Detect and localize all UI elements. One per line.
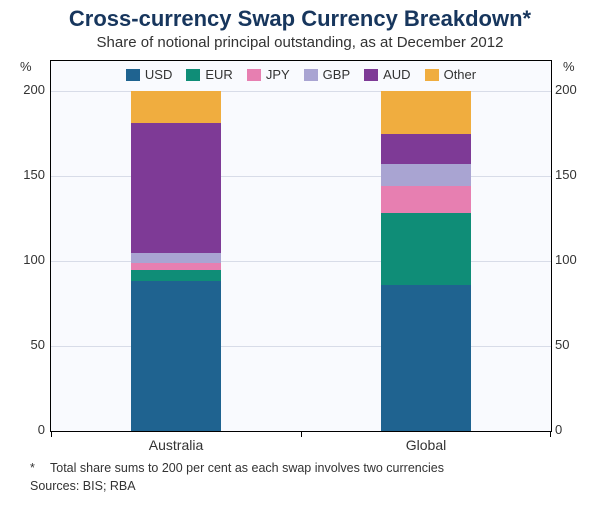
y-tick-right: 100 [555, 252, 600, 267]
swatch-gbp [304, 69, 318, 81]
chart-container: Cross-currency Swap Currency Breakdown* … [0, 0, 600, 508]
x-label-global: Global [301, 437, 551, 453]
segment-other [381, 91, 471, 134]
segment-gbp [131, 253, 221, 263]
legend-label: JPY [266, 67, 290, 82]
segment-gbp [381, 164, 471, 186]
swatch-aud [364, 69, 378, 81]
segment-usd [131, 281, 221, 431]
segment-other [131, 91, 221, 123]
y-tick-left: 0 [0, 422, 45, 437]
y-tick-left: 150 [0, 167, 45, 182]
segment-usd [381, 285, 471, 431]
segment-eur [131, 270, 221, 282]
segment-aud [381, 134, 471, 165]
bar-global [381, 61, 471, 431]
plot-area: USD EUR JPY GBP AUD Other Australia Glob… [50, 60, 552, 432]
segment-eur [381, 213, 471, 284]
y-tick-right: 150 [555, 167, 600, 182]
segment-aud [131, 123, 221, 252]
bar-australia [131, 61, 221, 431]
legend-item-gbp: GBP [304, 67, 350, 82]
legend-label: GBP [323, 67, 350, 82]
y-tick-left: 200 [0, 82, 45, 97]
y-tick-right: 200 [555, 82, 600, 97]
sources: Sources: BIS; RBA [30, 478, 136, 495]
y-unit-right: % [563, 59, 575, 74]
legend-item-jpy: JPY [247, 67, 290, 82]
swatch-jpy [247, 69, 261, 81]
y-tick-left: 100 [0, 252, 45, 267]
gridline [51, 261, 551, 262]
segment-jpy [381, 186, 471, 213]
segment-jpy [131, 263, 221, 270]
gridline [51, 346, 551, 347]
footnote-text: Total share sums to 200 per cent as each… [50, 460, 580, 477]
x-label-australia: Australia [51, 437, 301, 453]
y-tick-right: 0 [555, 422, 600, 437]
gridline [51, 176, 551, 177]
y-tick-right: 50 [555, 337, 600, 352]
y-unit-left: % [20, 59, 32, 74]
chart-subtitle: Share of notional principal outstanding,… [0, 34, 600, 51]
gridline [51, 91, 551, 92]
chart-title: Cross-currency Swap Currency Breakdown* [0, 0, 600, 32]
y-tick-left: 50 [0, 337, 45, 352]
footnote-marker: * [30, 460, 35, 477]
